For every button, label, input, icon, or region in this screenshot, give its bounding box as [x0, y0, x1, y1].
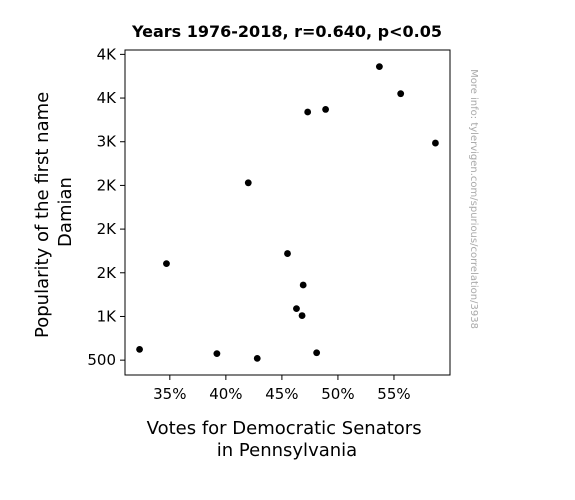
- x-tick-label: 50%: [321, 385, 354, 403]
- x-tick-label: 35%: [153, 385, 186, 403]
- data-point: [284, 250, 291, 257]
- y-tick-label: 2K: [97, 264, 118, 282]
- data-point: [213, 350, 221, 357]
- data-points: [136, 63, 439, 362]
- data-point: [313, 349, 321, 357]
- y-axis-label: Popularity of the first name Damian: [32, 86, 76, 338]
- chart-title: Years 1976-2018, r=0.640, p<0.05: [131, 22, 442, 41]
- y-tick-label: 2K: [97, 220, 118, 238]
- data-point: [304, 108, 312, 116]
- x-tick-label: 55%: [377, 385, 410, 403]
- watermark-group: More info: tylervigen.com/spurious/corre…: [468, 69, 479, 329]
- y-axis-label-line-2: Damian: [55, 177, 76, 247]
- data-point: [432, 139, 439, 147]
- data-point: [293, 305, 300, 313]
- y-tick-label: 500: [87, 351, 116, 369]
- data-point: [322, 106, 330, 113]
- x-axis-label-line-1: Votes for Democratic Senators: [147, 418, 422, 439]
- x-axis-ticks: 35% 40% 45% 50% 55%: [153, 375, 411, 403]
- y-tick-label: 2K: [97, 176, 118, 194]
- data-point: [375, 63, 383, 70]
- data-point: [136, 346, 143, 353]
- data-point: [299, 281, 307, 289]
- y-tick-label: 4K: [97, 89, 118, 107]
- plot-area-frame: [124, 49, 451, 376]
- data-point: [163, 260, 170, 268]
- x-tick-label: 40%: [209, 385, 242, 403]
- watermark-text: More info: tylervigen.com/spurious/corre…: [468, 69, 479, 329]
- data-point: [253, 355, 261, 362]
- x-axis-label-line-2: in Pennsylvania: [217, 440, 357, 461]
- x-axis-label: Votes for Democratic Senators in Pennsyl…: [147, 418, 428, 461]
- y-tick-label: 3K: [97, 133, 118, 151]
- y-axis-label-line-1: Popularity of the first name: [32, 92, 53, 338]
- y-tick-label: 1K: [97, 307, 118, 325]
- y-axis-ticks: 500 1K 2K 2K 2K 3K 4K 4K: [87, 45, 125, 369]
- data-point: [397, 90, 405, 98]
- x-tick-label: 45%: [265, 385, 298, 403]
- y-axis-label-group: Popularity of the first name Damian: [32, 86, 76, 338]
- data-point: [298, 312, 306, 319]
- data-point: [244, 179, 252, 187]
- y-tick-label: 4K: [97, 45, 118, 63]
